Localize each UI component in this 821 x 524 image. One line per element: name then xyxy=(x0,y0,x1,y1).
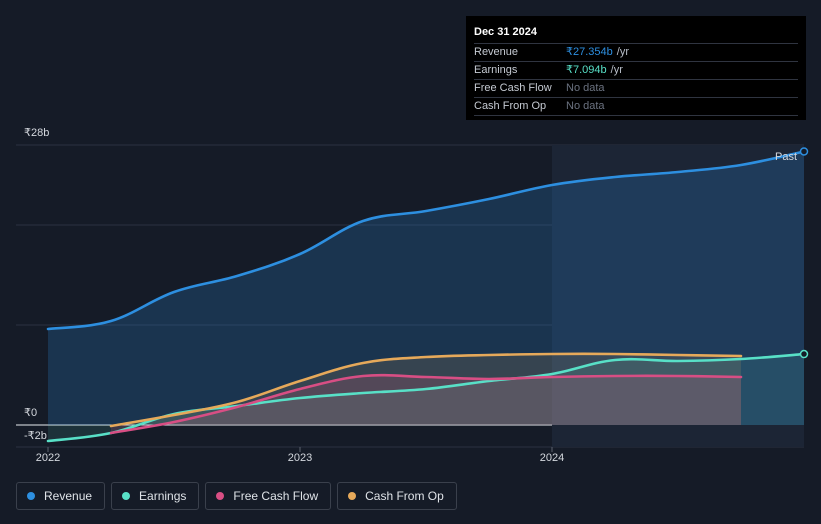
free-cash-flow-line xyxy=(109,373,743,435)
tooltip-row-cash-from-op: Cash From Op No data xyxy=(474,97,798,116)
revenue-dot-icon xyxy=(27,492,35,500)
tooltip-row-free-cash-flow: Free Cash Flow No data xyxy=(474,79,798,97)
past-region-shade xyxy=(552,145,804,447)
legend-label: Free Cash Flow xyxy=(233,489,319,503)
tooltip-date: Dec 31 2024 xyxy=(474,26,537,38)
y-tick-label: ₹0 xyxy=(24,407,37,419)
tooltip-row-value: No data xyxy=(566,100,605,112)
tooltip-row-value: ₹27.354b xyxy=(566,46,613,58)
revenue-end-marker xyxy=(799,147,809,156)
legend: Revenue Earnings Free Cash Flow Cash Fro… xyxy=(16,482,457,510)
legend-item-cash-from-op[interactable]: Cash From Op xyxy=(337,482,457,510)
x-tick-label: 2023 xyxy=(288,452,312,464)
tooltip-row-label: Earnings xyxy=(474,64,518,76)
tooltip-row-label: Cash From Op xyxy=(474,100,547,112)
free-cash-flow-area xyxy=(111,375,741,433)
x-axis: 2022 2023 2024 xyxy=(36,447,564,464)
y-axis: ₹28b ₹0 -₹2b xyxy=(24,127,49,442)
tooltip-row-label: Revenue xyxy=(474,46,519,58)
cash-from-op-dot-icon xyxy=(348,492,357,500)
tooltip-row-revenue: Revenue ₹27.354b /yr xyxy=(474,43,798,61)
y-tick-label: -₹2b xyxy=(24,430,47,442)
end-markers xyxy=(799,147,809,359)
y-tick-label: ₹28b xyxy=(24,127,49,139)
legend-label: Revenue xyxy=(44,489,93,503)
x-tick-label: 2022 xyxy=(36,452,60,464)
legend-item-revenue[interactable]: Revenue xyxy=(16,482,106,510)
legend-item-earnings[interactable]: Earnings xyxy=(111,482,200,510)
legend-label: Earnings xyxy=(139,489,187,503)
tooltip-row-earnings: Earnings ₹7.094b /yr xyxy=(474,61,798,79)
tooltip-row-value: No data xyxy=(566,82,605,94)
earnings-dot-icon xyxy=(122,492,131,500)
tooltip-row-value: ₹7.094b xyxy=(566,64,607,76)
legend-item-free-cash-flow[interactable]: Free Cash Flow xyxy=(205,482,332,510)
x-tick-label: 2024 xyxy=(540,452,564,464)
revenue-line xyxy=(46,150,806,331)
revenue-area xyxy=(48,151,804,425)
tooltip: Dec 31 2024 Revenue ₹27.354b /yr Earning… xyxy=(466,16,806,120)
tooltip-row-label: Free Cash Flow xyxy=(474,82,552,94)
series-lines xyxy=(46,150,806,443)
legend-label: Cash From Op xyxy=(365,489,444,503)
tooltip-row-unit: /yr xyxy=(616,46,629,58)
earnings-end-marker xyxy=(799,349,809,359)
past-label: Past xyxy=(775,151,797,163)
tooltip-row-unit: /yr xyxy=(610,64,623,76)
cash-from-op-line xyxy=(109,352,743,428)
free-cash-flow-dot-icon xyxy=(216,492,225,500)
